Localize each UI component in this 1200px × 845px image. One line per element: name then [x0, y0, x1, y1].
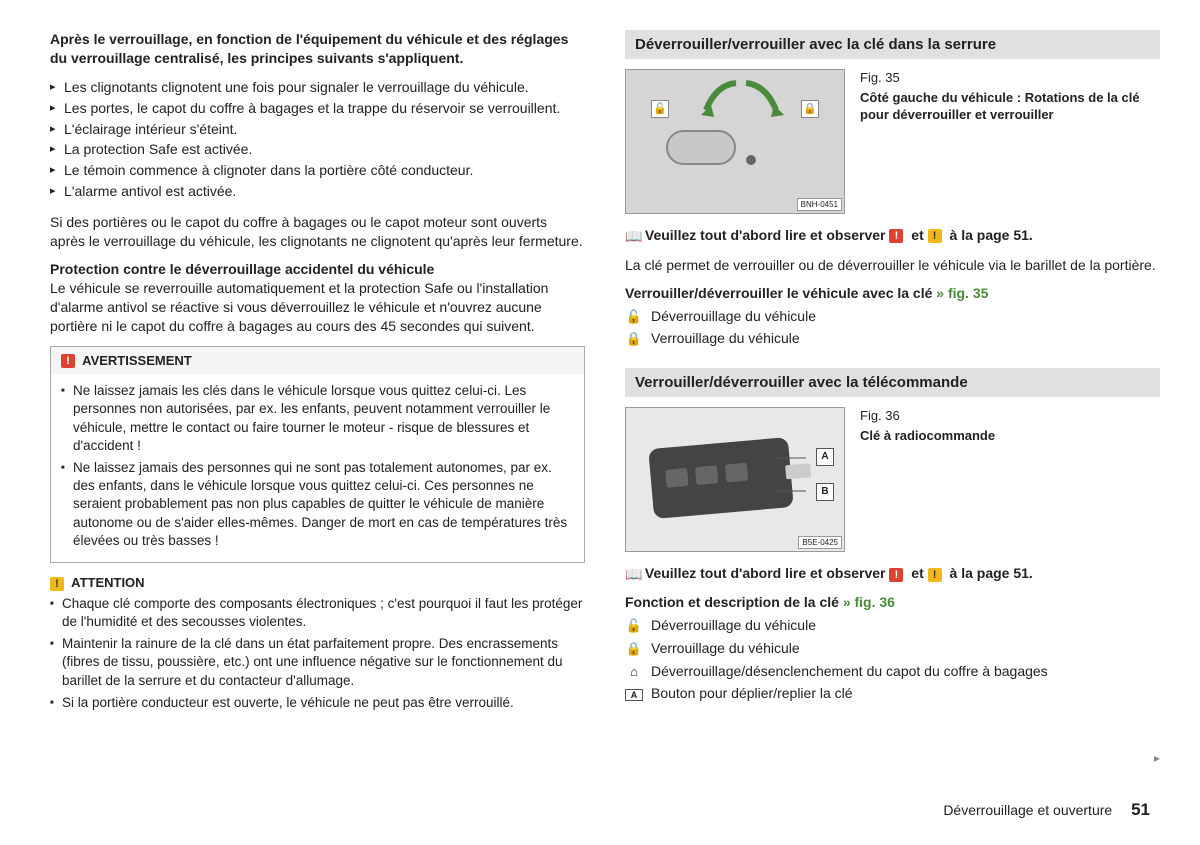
bullet: Les clignotants clignotent une fois pour… [50, 78, 585, 97]
attention-ref-icon: ! [928, 568, 942, 582]
figure-caption-text: Clé à radiocommande [860, 428, 995, 443]
attention-item: Maintenir la rainure de la clé dans un é… [50, 635, 585, 690]
bullet: L'alarme antivol est activée. [50, 182, 585, 201]
callout-a: A [816, 448, 834, 466]
attention-block: ! ATTENTION Chaque clé comporte des comp… [50, 575, 585, 712]
figure-36-image: A B B5E-0425 [625, 407, 845, 552]
remote-lock-line: 🔒Verrouillage du véhicule [625, 637, 1160, 660]
warning-header: ! AVERTISSEMENT [51, 347, 584, 375]
principles-list: Les clignotants clignotent une fois pour… [50, 78, 585, 201]
page-footer: Déverrouillage et ouverture 51 [943, 800, 1150, 820]
lock-line: 🔒Verrouillage du véhicule [625, 327, 1160, 350]
protection-paragraph: Le véhicule se reverrouille automatiquem… [50, 279, 585, 336]
attention-item: Si la portière conducteur est ouverte, l… [50, 694, 585, 712]
section-header-remote: Verrouiller/déverrouiller avec la téléco… [625, 368, 1160, 397]
read-first-note: 📖 Veuillez tout d'abord lire et observer… [625, 226, 1160, 246]
lock-icon: 🔒 [625, 639, 643, 660]
attention-icon: ! [50, 577, 64, 591]
remote-trunk-line: ⌂Déverrouillage/désenclenchement du capo… [625, 660, 1160, 683]
unlock-symbol-icon: 🔓 [651, 100, 669, 118]
bullet: Le témoin commence à clignoter dans la p… [50, 161, 585, 180]
footer-section: Déverrouillage et ouverture [943, 802, 1112, 818]
figure-35-row: 🔓 🔒 BNH-0451 Fig. 35 Côté gauche du véhi… [625, 69, 1160, 214]
figure-caption-text: Côté gauche du véhicule : Rotations de l… [860, 90, 1140, 123]
read-first-note-2: 📖 Veuillez tout d'abord lire et observer… [625, 564, 1160, 584]
lock-icon: 🔒 [625, 329, 643, 350]
attention-item: Chaque clé comporte des composants élect… [50, 595, 585, 631]
remote-unlock-line: 🔓Déverrouillage du véhicule [625, 614, 1160, 637]
book-icon: 📖 [625, 227, 641, 246]
figure-36-caption: Fig. 36 Clé à radiocommande [860, 407, 995, 552]
warning-item: Ne laissez jamais les clés dans le véhic… [61, 382, 574, 455]
warning-icon: ! [61, 354, 75, 368]
attention-title: ATTENTION [71, 575, 144, 590]
warning-box: ! AVERTISSEMENT Ne laissez jamais les cl… [50, 346, 585, 564]
attention-ref-icon: ! [928, 229, 942, 243]
figure-35-caption: Fig. 35 Côté gauche du véhicule : Rotati… [860, 69, 1160, 214]
bullet: Les portes, le capot du coffre à bagages… [50, 99, 585, 118]
protection-subhead: Protection contre le déverrouillage acci… [50, 261, 585, 277]
figure-number: Fig. 35 [860, 69, 1160, 87]
warning-item: Ne laissez jamais des personnes qui ne s… [61, 459, 574, 550]
book-icon: 📖 [625, 565, 641, 584]
keylock-subhead: Verrouiller/déverrouiller le véhicule av… [625, 285, 1160, 301]
bullet: La protection Safe est activée. [50, 140, 585, 159]
bullet: L'éclairage intérieur s'éteint. [50, 120, 585, 139]
unlock-line: 🔓Déverrouillage du véhicule [625, 305, 1160, 328]
figure-number: Fig. 36 [860, 407, 995, 425]
right-column: Déverrouiller/verrouiller avec la clé da… [625, 30, 1160, 716]
lock-symbol-icon: 🔒 [801, 100, 819, 118]
warning-ref-icon: ! [889, 568, 903, 582]
left-column: Après le verrouillage, en fonction de l'… [50, 30, 585, 716]
open-doors-paragraph: Si des portières ou le capot du coffre à… [50, 213, 585, 251]
warning-ref-icon: ! [889, 229, 903, 243]
figure-36-row: A B B5E-0425 Fig. 36 Clé à radiocommande [625, 407, 1160, 552]
trunk-icon: ⌂ [625, 662, 643, 683]
section-header-keylock: Déverrouiller/verrouiller avec la clé da… [625, 30, 1160, 59]
callout-a-icon: A [625, 689, 643, 701]
continue-arrow-icon: ▸ [1154, 751, 1160, 765]
function-subhead: Fonction et description de la clé » fig.… [625, 594, 1160, 610]
figure-36-code: B5E-0425 [798, 536, 842, 549]
key-lock-paragraph: La clé permet de verrouiller ou de déver… [625, 256, 1160, 275]
figure-35-image: 🔓 🔒 BNH-0451 [625, 69, 845, 214]
page-number: 51 [1131, 800, 1150, 819]
unlock-icon: 🔓 [625, 616, 643, 637]
figure-35-code: BNH-0451 [797, 198, 842, 211]
intro-bold: Après le verrouillage, en fonction de l'… [50, 30, 585, 68]
warning-title: AVERTISSEMENT [82, 353, 192, 368]
remote-button-a-line: ABouton pour déplier/replier la clé [625, 682, 1160, 704]
unlock-icon: 🔓 [625, 307, 643, 328]
callout-b: B [816, 483, 834, 501]
